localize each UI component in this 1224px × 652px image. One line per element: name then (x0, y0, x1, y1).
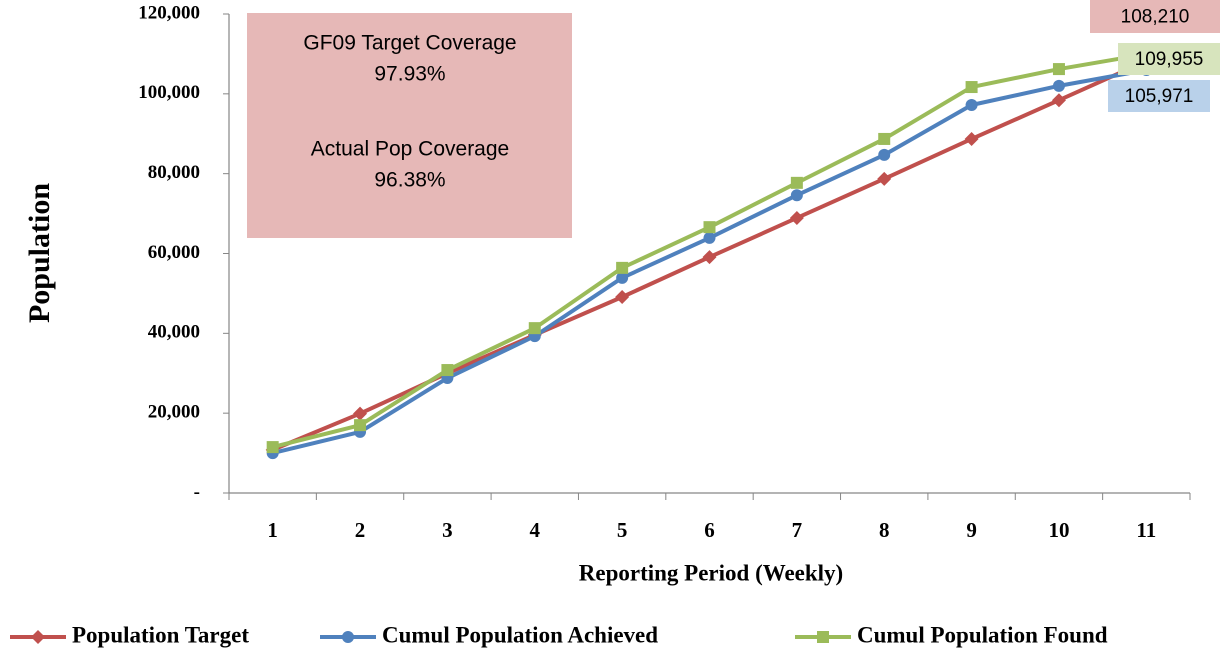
data-label-box (1108, 80, 1210, 112)
marker (353, 406, 368, 421)
y-tick-label: 40,000 (148, 322, 200, 343)
marker (703, 221, 716, 234)
x-tick-label: 6 (704, 518, 715, 542)
y-tick-label: 100,000 (138, 82, 200, 103)
y-tick-label: 20,000 (148, 402, 200, 423)
x-tick-label: 3 (442, 518, 453, 542)
marker (616, 261, 629, 274)
y-tick-label: 120,000 (138, 2, 200, 23)
marker (615, 290, 630, 305)
marker (1052, 79, 1065, 92)
marker (702, 250, 717, 265)
marker (342, 631, 354, 643)
y-tick-label: 60,000 (148, 242, 200, 263)
x-tick-label: 8 (879, 518, 890, 542)
x-tick-label: 2 (355, 518, 366, 542)
marker (266, 441, 279, 454)
marker (31, 630, 45, 644)
data-label-box (1118, 43, 1220, 75)
annotation: GF09 Target Coverage (303, 32, 516, 55)
annotation: Actual Pop Coverage (311, 138, 509, 161)
x-tick-label: 4 (530, 518, 541, 542)
marker (817, 631, 829, 643)
y-tick-label: 80,000 (148, 162, 200, 183)
annotation: 96.38% (374, 169, 445, 192)
marker (965, 99, 978, 112)
marker (441, 364, 454, 377)
marker (965, 81, 978, 94)
annotation: 97.93% (374, 63, 445, 86)
x-tick-label: 9 (966, 518, 977, 542)
marker (789, 210, 804, 225)
marker (790, 176, 803, 189)
x-tick-label: 1 (267, 518, 278, 542)
y-axis-title: Population (23, 183, 56, 323)
data-label: 105,971 (1125, 86, 1194, 107)
marker (790, 189, 803, 202)
legend-label: Cumul Population Found (857, 622, 1108, 647)
annotation-box (247, 13, 572, 238)
x-tick-label: 7 (792, 518, 803, 542)
data-label: 109,955 (1135, 49, 1204, 70)
legend-label: Population Target (72, 622, 249, 647)
legend-label: Cumul Population Achieved (382, 622, 658, 647)
marker (877, 171, 892, 186)
x-tick-label: 11 (1136, 518, 1156, 542)
marker (878, 132, 891, 145)
marker (1051, 93, 1066, 108)
marker (1052, 63, 1065, 76)
marker (616, 271, 629, 284)
x-axis-title: Reporting Period (Weekly) (579, 560, 843, 585)
marker (703, 231, 716, 244)
marker (964, 131, 979, 146)
marker (528, 322, 541, 335)
x-tick-label: 10 (1048, 518, 1069, 542)
x-tick-label: 5 (617, 518, 628, 542)
data-label: 108,210 (1121, 7, 1190, 28)
data-label-box (1090, 0, 1220, 33)
marker (354, 419, 367, 432)
y-tick-label: - (194, 481, 200, 502)
marker (878, 148, 891, 161)
